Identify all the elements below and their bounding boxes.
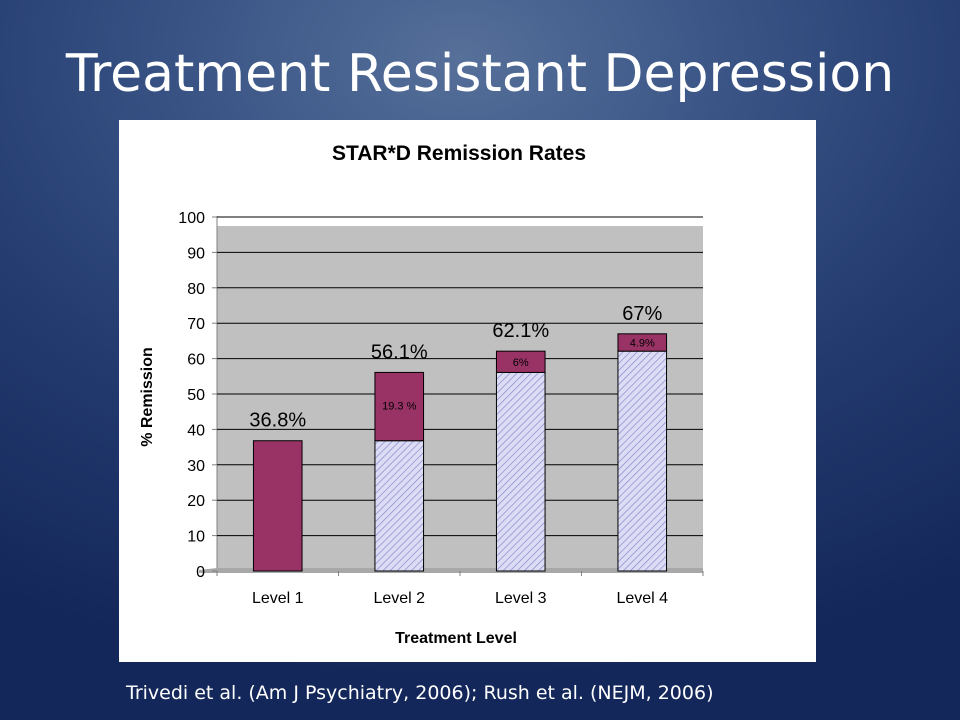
y-tick-label: 40: [187, 422, 205, 439]
chart-panel: STAR*D Remission Rates % Remission Treat…: [119, 120, 816, 662]
plot-area-floor: [199, 568, 703, 573]
y-tick-label: 80: [187, 281, 205, 298]
plot-area-back-wall: [217, 226, 703, 568]
bar-prior-remission: [374, 440, 425, 572]
slide-title: Treatment Resistant Depression: [65, 44, 895, 104]
citation: Trivedi et al. (Am J Psychiatry, 2006); …: [126, 682, 714, 704]
y-tick-label: 20: [187, 493, 205, 510]
y-tick-label: 10: [187, 529, 205, 546]
total-data-label: 56.1%: [371, 341, 428, 363]
y-axis-label: % Remission: [139, 347, 156, 447]
y-tick-label: 50: [187, 387, 205, 404]
remission-bar-chart: STAR*D Remission Rates % Remission Treat…: [139, 142, 704, 647]
y-tick-label: 0: [196, 564, 205, 581]
y-tick-label: 30: [187, 458, 205, 475]
x-axis-label: Treatment Level: [395, 630, 517, 647]
y-tick-label: 60: [187, 352, 205, 369]
bar-prior-remission: [617, 350, 668, 572]
bar-added-remission: [495, 350, 546, 373]
segment-data-label: 4.9%: [630, 337, 655, 349]
chart-title: STAR*D Remission Rates: [332, 142, 586, 165]
x-tick-label: Level 2: [373, 590, 425, 607]
x-tick-label: Level 4: [616, 590, 668, 607]
y-tick-label: 100: [178, 210, 205, 227]
bar-added-remission: [374, 371, 425, 442]
x-tick-label: Level 3: [495, 590, 547, 607]
y-tick-label: 90: [187, 245, 205, 262]
total-data-label: 36.8%: [249, 410, 306, 432]
x-tick-label: Level 1: [252, 590, 304, 607]
total-data-label: 67%: [622, 303, 662, 325]
y-tick-label: 70: [187, 316, 205, 333]
total-data-label: 62.1%: [492, 320, 549, 342]
bar-prior-remission: [495, 371, 546, 572]
segment-data-label: 6%: [513, 357, 529, 369]
bar-added-remission: [252, 440, 303, 572]
bar-added-remission: [617, 333, 668, 352]
segment-data-label: 19.3 %: [382, 400, 416, 412]
